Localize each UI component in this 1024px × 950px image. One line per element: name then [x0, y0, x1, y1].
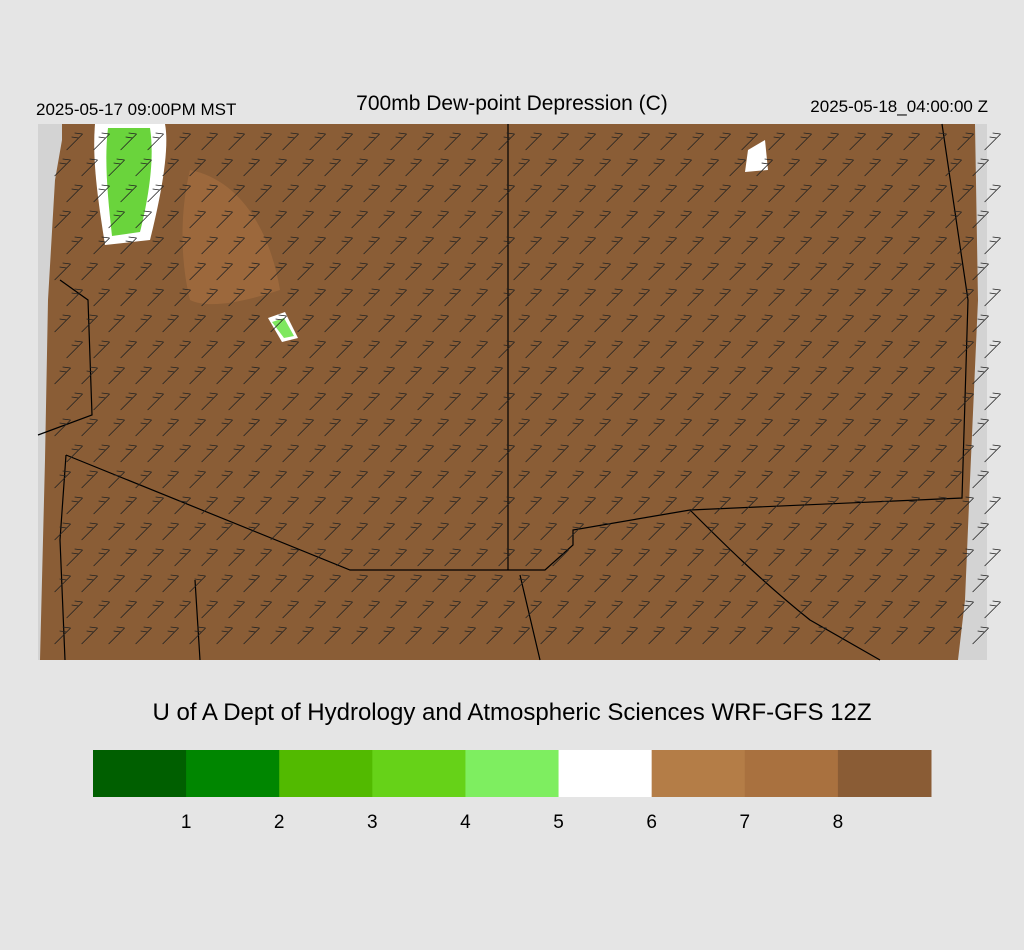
credit: U of A Dept of Hydrology and Atmospheric…: [153, 699, 872, 726]
moist-patch: [272, 318, 294, 338]
colorbar-label: 7: [739, 812, 750, 833]
color-bin: [651, 750, 746, 797]
field-area: [40, 124, 978, 660]
valid-time-local: 2025-05-17 09:00PM MST: [36, 100, 236, 119]
color-bin: [186, 750, 280, 797]
moist-patch: [182, 170, 280, 305]
moist-patch: [106, 128, 152, 236]
colorbar-label: 6: [646, 812, 657, 833]
color-bin: [465, 750, 560, 797]
colorbar-label: 5: [553, 812, 564, 833]
color-bin: [744, 750, 839, 797]
wind-barbs: [54, 132, 1001, 645]
color-bin: [372, 750, 466, 797]
map: [37, 123, 1001, 661]
colorbar-label: 1: [181, 812, 192, 833]
colorbar: 1 2 3 4 5 6 7 8: [93, 750, 932, 833]
color-bin: [279, 750, 373, 797]
color-bin: [93, 750, 187, 797]
color-bin: [837, 750, 932, 797]
valid-time-utc: 2025-05-18_04:00:00 Z: [810, 97, 988, 116]
colorbar-label: 4: [460, 812, 471, 833]
borders: [37, 123, 969, 661]
colorbar-label: 2: [274, 812, 285, 833]
moist-patch: [745, 140, 768, 172]
colorbar-label: 8: [833, 812, 844, 833]
colorbar-label: 3: [367, 812, 378, 833]
color-bin: [558, 750, 653, 797]
barb-set: [54, 132, 1001, 645]
map-title: 700mb Dew-point Depression (C): [356, 92, 668, 115]
